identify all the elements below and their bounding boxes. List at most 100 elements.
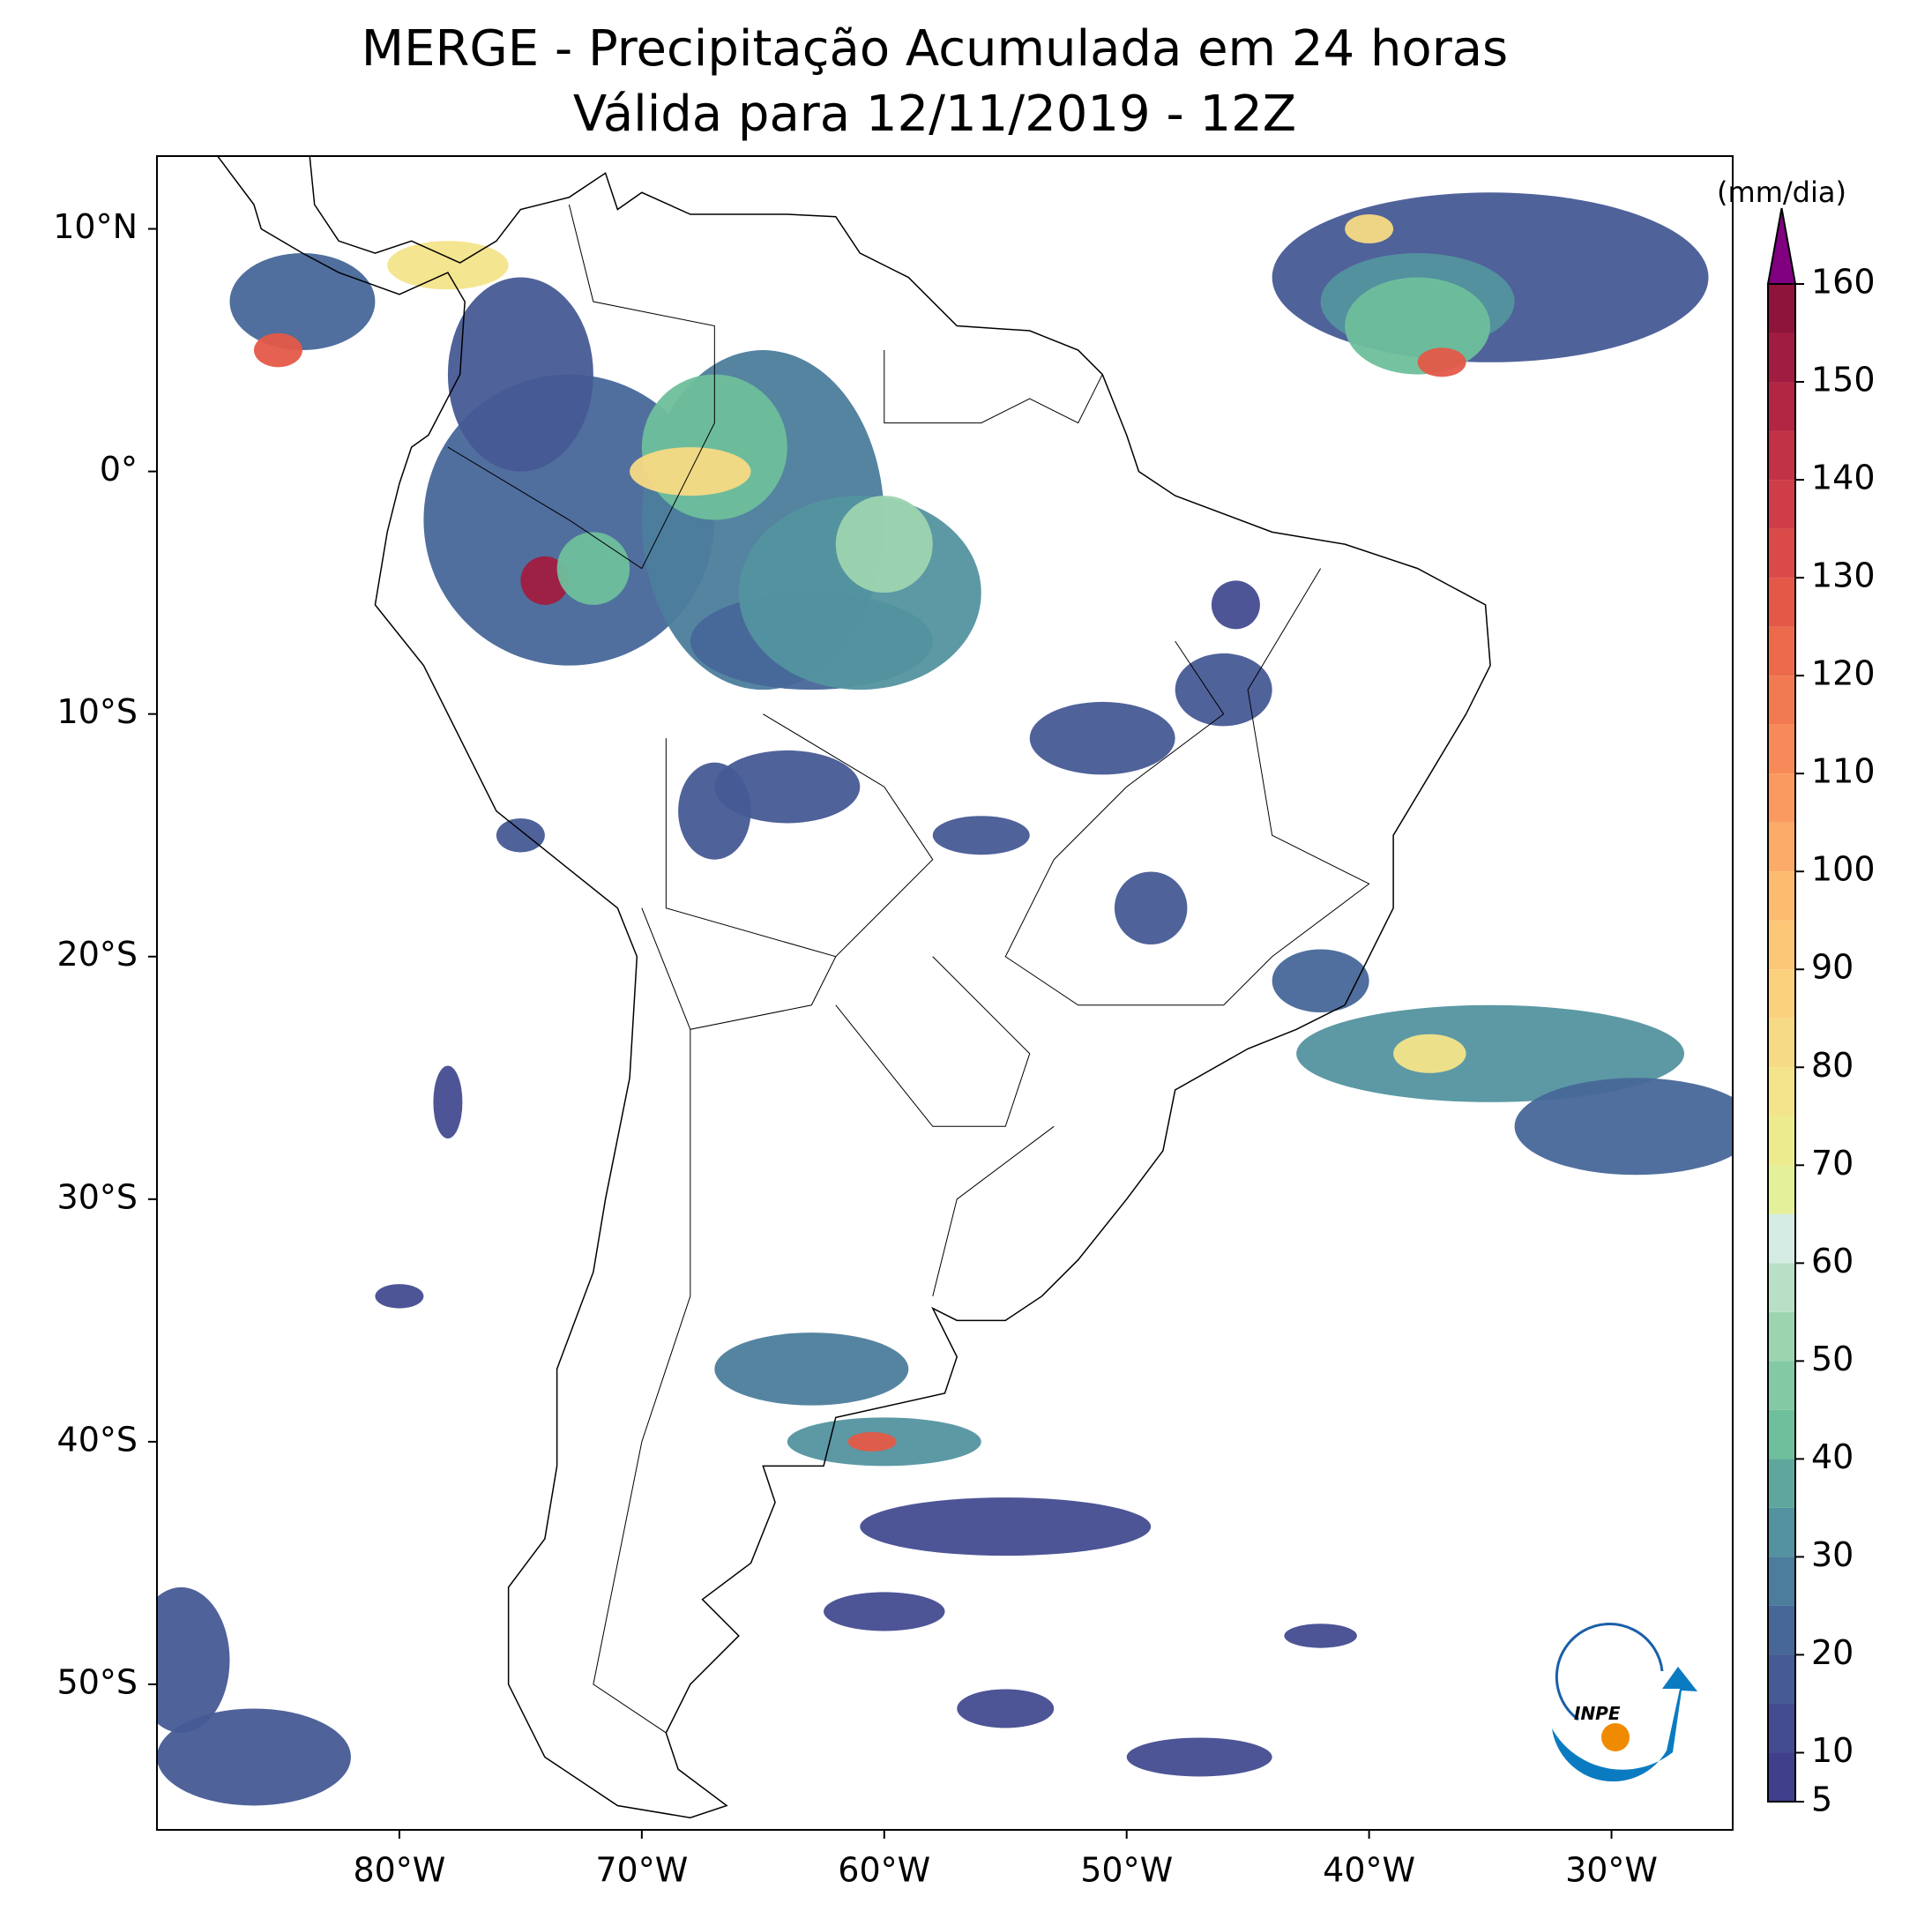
colorbar-tick-label: 120 (1811, 654, 1876, 693)
colorbar-tick-label: 90 (1811, 948, 1854, 987)
precip-area (678, 762, 751, 860)
subtitle: Válida para 12/11/2019 - 12Z (573, 86, 1296, 143)
border (835, 956, 1031, 1127)
colorbar-bin (1768, 1654, 1795, 1704)
precip-area (375, 1284, 424, 1309)
x-tick-label: 70°W (595, 1851, 688, 1890)
colorbar-tick-label: 80 (1811, 1046, 1854, 1085)
border (447, 204, 715, 570)
coastline (217, 156, 1491, 1819)
colorbar-bin (1768, 528, 1795, 579)
precip-area (714, 750, 861, 824)
colorbar-bin (1768, 1018, 1795, 1068)
colorbar-bin (1768, 1703, 1795, 1753)
title: MERGE - Precipitação Acumulada em 24 hor… (362, 20, 1508, 78)
precip-area (1272, 949, 1369, 1013)
precip-area (1175, 653, 1272, 727)
colorbar-tick-label: 140 (1811, 459, 1876, 497)
x-tick-label: 40°W (1323, 1851, 1415, 1890)
y-tick-label: 40°S (57, 1420, 138, 1459)
colorbar-tick-label: 100 (1811, 850, 1876, 889)
precip-area (1126, 1737, 1272, 1777)
precip-area (1345, 214, 1394, 244)
precip-area (847, 1431, 897, 1452)
colorbar-bin (1768, 1507, 1795, 1557)
colorbar-bin (1768, 480, 1795, 529)
x-tick-label: 80°W (353, 1851, 445, 1890)
logo-arrow (1552, 1667, 1697, 1782)
precip-area (1345, 277, 1491, 375)
colorbar-tick-label: 20 (1811, 1633, 1854, 1672)
colorbar-bin (1768, 871, 1795, 921)
precip-area (1514, 1078, 1733, 1176)
border (593, 1029, 691, 1734)
colorbar-bin (1768, 676, 1795, 725)
colorbar-tick-label: 60 (1811, 1242, 1854, 1280)
colorbar-bin (1768, 332, 1795, 383)
colorbar-bin (1768, 1067, 1795, 1116)
colorbar-frame (1767, 283, 1796, 1803)
precip-area (957, 1689, 1055, 1728)
precip-area (1296, 1004, 1685, 1102)
colorbar-label: (mm/dia) (1717, 175, 1846, 209)
x-tick-label: 60°W (838, 1851, 930, 1890)
border (665, 713, 934, 958)
y-tick-label: 0° (100, 450, 138, 489)
colorbar-tick-label: 160 (1811, 263, 1876, 302)
colorbar-tick-label: 130 (1811, 556, 1876, 595)
precip-area (157, 1708, 351, 1806)
precip-area (1284, 1624, 1357, 1648)
colorbar-bin (1768, 1116, 1795, 1166)
colorbar-tick-label: 70 (1811, 1144, 1854, 1183)
colorbar-bin (1768, 382, 1795, 431)
precip-area (932, 816, 1030, 855)
precipitation-layer (157, 192, 1733, 1806)
border (932, 1125, 1055, 1296)
precip-area (253, 332, 302, 368)
border (884, 350, 1103, 424)
y-tick-label: 20°S (57, 935, 138, 974)
colorbar-bin (1768, 1752, 1795, 1802)
colorbar-bin (1768, 1361, 1795, 1410)
border (641, 907, 837, 1030)
inpe-logo: INPE (1552, 1623, 1697, 1782)
y-tick-label: 10°N (53, 207, 138, 246)
precip-area (1393, 1034, 1466, 1073)
colorbar-bin (1768, 724, 1795, 774)
colorbar-tick-label: 10 (1811, 1731, 1854, 1770)
logo-text: INPE (1574, 1703, 1621, 1724)
colorbar-bin (1768, 1165, 1795, 1214)
y-tick-label: 50°S (57, 1662, 138, 1701)
x-tick-label: 30°W (1565, 1851, 1658, 1890)
colorbar-bin (1768, 626, 1795, 676)
precip-area (714, 1332, 909, 1406)
precip-area (860, 1497, 1152, 1556)
colorbar-bin (1768, 1409, 1795, 1459)
colorbar-bin (1768, 1263, 1795, 1312)
precip-area (835, 496, 933, 593)
precip-area (433, 1065, 463, 1139)
colorbar-tick-label: 5 (1811, 1780, 1832, 1819)
precip-area (556, 532, 630, 605)
logo-orbit (1555, 1623, 1664, 1721)
colorbar-tick-label: 50 (1811, 1340, 1854, 1378)
colorbar-bin (1768, 1459, 1795, 1508)
colorbar-bin (1768, 430, 1795, 481)
precip-area (447, 277, 593, 472)
precip-area (496, 817, 545, 853)
precip-area (1211, 580, 1260, 630)
colorbar-bin (1768, 773, 1795, 823)
colorbar-bin (1768, 1311, 1795, 1362)
y-tick-label: 30°S (57, 1177, 138, 1216)
colorbar-extend (1766, 207, 1797, 285)
precip-area (1029, 701, 1175, 775)
coastline-layer (217, 156, 1491, 1819)
precip-area (1114, 871, 1188, 944)
y-tick-label: 10°S (57, 692, 138, 731)
colorbar-bin (1768, 920, 1795, 970)
logo-dot (1601, 1723, 1630, 1751)
colorbar-bin (1768, 822, 1795, 872)
colorbar-tick-label: 110 (1811, 752, 1876, 791)
map-frame (156, 155, 1734, 1831)
